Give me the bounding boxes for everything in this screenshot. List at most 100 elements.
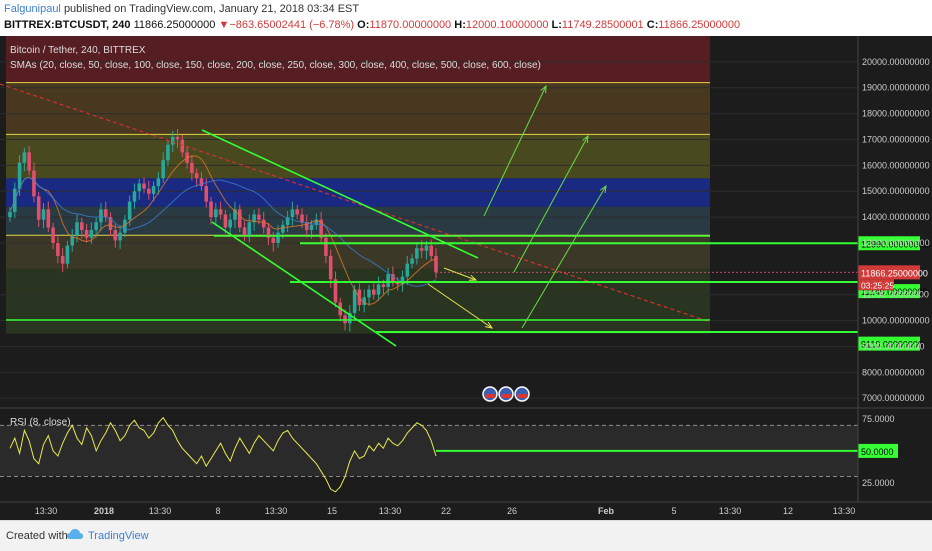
candle-body: [271, 237, 276, 243]
tradingview-brand-link[interactable]: TradingView: [88, 530, 149, 542]
candle-body: [352, 289, 357, 313]
green-arrow: [483, 85, 547, 217]
candle-body: [175, 136, 180, 140]
candle-body: [400, 276, 405, 285]
candle-body: [123, 219, 127, 233]
candle-body: [281, 224, 285, 233]
drawings: [0, 83, 858, 347]
candle-body: [118, 232, 122, 241]
candle-body: [99, 209, 103, 223]
green-arrow-head: [582, 134, 589, 144]
zone-band: [6, 82, 710, 135]
time-tick-label: 5: [671, 506, 676, 516]
level-price-label: 11140.00000000: [861, 287, 927, 297]
channel-lower-line: [211, 221, 397, 347]
candle-body: [166, 144, 170, 161]
open-label: O:: [357, 19, 370, 31]
candle-body: [32, 170, 36, 197]
candle-body: [151, 186, 156, 194]
close-label: C:: [646, 19, 659, 31]
candle-body: [94, 222, 98, 231]
candle-body: [65, 245, 70, 264]
price-tick-label: 11000.00000000: [862, 290, 929, 300]
candle-body: [127, 201, 132, 220]
candle-body: [314, 219, 319, 225]
publish-info: published on TradingView.com, January 21…: [63, 3, 360, 15]
time-axis-bg: [0, 502, 932, 520]
time-axis[interactable]: 13:30 2018 13:30 8 13:30 15 13:30 22 26 Feb 5 13:30…: [0, 501, 932, 520]
candle-body: [266, 227, 271, 238]
price-tick-label: 15000.00000000: [862, 186, 930, 196]
rsi-level-tag: [858, 443, 898, 458]
candle-body: [319, 219, 323, 238]
low-label: L:: [551, 19, 562, 31]
candle-body: [46, 209, 51, 228]
candle-body: [429, 245, 434, 256]
candle-body: [410, 258, 414, 264]
level-price-label: 9110.00000000: [861, 340, 923, 350]
sma-line: [9, 176, 437, 287]
level-price-label: 12990.00000000: [861, 239, 929, 249]
price-tick-label: 19000.00000000: [862, 83, 930, 93]
time-tick-label: 15: [327, 506, 337, 516]
candle-body: [209, 201, 213, 218]
time-tick-label: 13:30: [719, 506, 742, 516]
price-axis[interactable]: 20000.00000000 19000.00000000 18000.000000…: [857, 36, 930, 502]
candle-body: [424, 245, 429, 251]
close-value: 11866.25000000: [658, 19, 741, 31]
level-price-tag: [858, 336, 920, 351]
candle-body: [204, 186, 209, 202]
horizontal-levels: 12990.00000000 11140.00000000 9110.0000000…: [436, 236, 929, 351]
chart-header: Falgunipaul published on TradingView.com…: [0, 0, 932, 36]
zone-band: [6, 134, 710, 179]
candle-body: [324, 237, 328, 256]
sma-line: [9, 155, 437, 305]
time-tick-label: 13:30: [149, 506, 172, 516]
last-price-tag: [858, 265, 920, 280]
candle-body: [228, 219, 232, 228]
zone-band: [6, 36, 710, 83]
price-tick-label: 14000.00000000: [862, 212, 930, 222]
candle-body: [84, 230, 89, 238]
author-link[interactable]: Falgunipaul: [4, 3, 61, 15]
countdown-tag: [858, 279, 894, 291]
time-tick-label: 12: [783, 506, 793, 516]
legend-title: Bitcoin / Tether, 240, BITTREX: [10, 45, 146, 56]
yellow-arrow: [427, 283, 493, 329]
rsi-tick-label: 75.0000: [862, 414, 895, 424]
legend-rsi: RSI (8, close): [10, 417, 71, 428]
time-tick-label: Feb: [598, 506, 615, 516]
price-tick-label: 8000.00000000: [862, 367, 925, 377]
candle-body: [362, 297, 367, 306]
rsi-level-label: 50.0000: [861, 447, 894, 457]
event-markers[interactable]: [482, 386, 530, 402]
candle-body: [51, 227, 55, 243]
yellow-arrow-head: [485, 321, 494, 329]
publish-line: Falgunipaul published on TradingView.com…: [4, 3, 359, 15]
green-arrow: [521, 185, 607, 329]
us-flag-stripes-icon: [501, 394, 511, 398]
candle-body: [381, 284, 386, 287]
level-price-tag: [858, 236, 920, 251]
tradingview-cloud-icon: [67, 529, 83, 539]
candle-body: [75, 222, 79, 236]
footer: Created with TradingView: [0, 520, 932, 551]
candle-body: [137, 183, 142, 192]
candle-body: [300, 214, 304, 223]
price-chart[interactable]: 12990.00000000 11140.00000000 9110.0000000…: [0, 36, 932, 520]
candle-body: [371, 289, 376, 295]
candle-body: [290, 209, 295, 218]
candle-body: [434, 255, 438, 273]
high-label: H:: [454, 19, 466, 31]
candle-body: [233, 209, 237, 220]
candle-body: [194, 173, 199, 179]
candle-body: [395, 281, 400, 285]
price-tick-label: 7000.00000000: [862, 393, 925, 403]
candle-body: [190, 162, 194, 174]
last-price-label: 11866.25000000: [861, 268, 928, 278]
yellow-arrow: [443, 267, 477, 281]
change-arrow-icon: ▼: [218, 19, 230, 31]
us-flag-stripes-icon: [517, 394, 527, 398]
price-tick-label: 10000.00000000: [862, 316, 930, 326]
price-tick-label: 18000.00000000: [862, 109, 930, 119]
